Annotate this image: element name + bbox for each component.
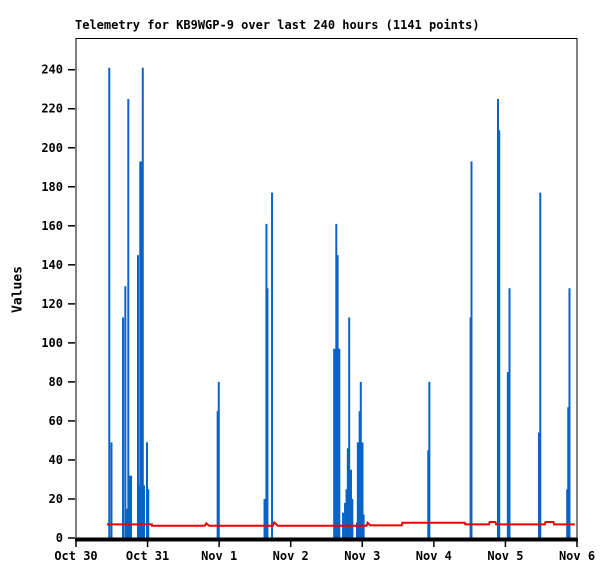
x-tick-label: Nov 3 bbox=[344, 549, 380, 563]
x-tick-label: Oct 31 bbox=[126, 549, 169, 563]
x-tick-label: Nov 6 bbox=[559, 549, 595, 563]
x-tick-label: Nov 5 bbox=[487, 549, 523, 563]
y-tick-label: 160 bbox=[41, 219, 63, 233]
y-tick-label: 0 bbox=[56, 531, 63, 545]
x-tick-label: Nov 1 bbox=[201, 549, 237, 563]
y-tick-label: 140 bbox=[41, 258, 63, 272]
y-tick-label: 20 bbox=[49, 492, 63, 506]
y-tick-label: 220 bbox=[41, 102, 63, 116]
x-tick-label: Nov 4 bbox=[416, 549, 452, 563]
chart-title: Telemetry for KB9WGP-9 over last 240 hou… bbox=[75, 18, 480, 32]
x-tick-label: Nov 2 bbox=[273, 549, 309, 563]
baseline-value-line bbox=[106, 520, 575, 527]
y-tick-label: 180 bbox=[41, 180, 63, 194]
y-tick-label: 40 bbox=[49, 453, 63, 467]
x-tick-label: Oct 30 bbox=[54, 549, 97, 563]
y-tick-label: 60 bbox=[49, 414, 63, 428]
y-tick-label: 200 bbox=[41, 141, 63, 155]
y-tick-label: 100 bbox=[41, 336, 63, 350]
y-tick-label: 80 bbox=[49, 375, 63, 389]
y-tick-label: 120 bbox=[41, 297, 63, 311]
y-tick-label: 240 bbox=[41, 63, 63, 77]
plot-frame bbox=[75, 38, 578, 539]
